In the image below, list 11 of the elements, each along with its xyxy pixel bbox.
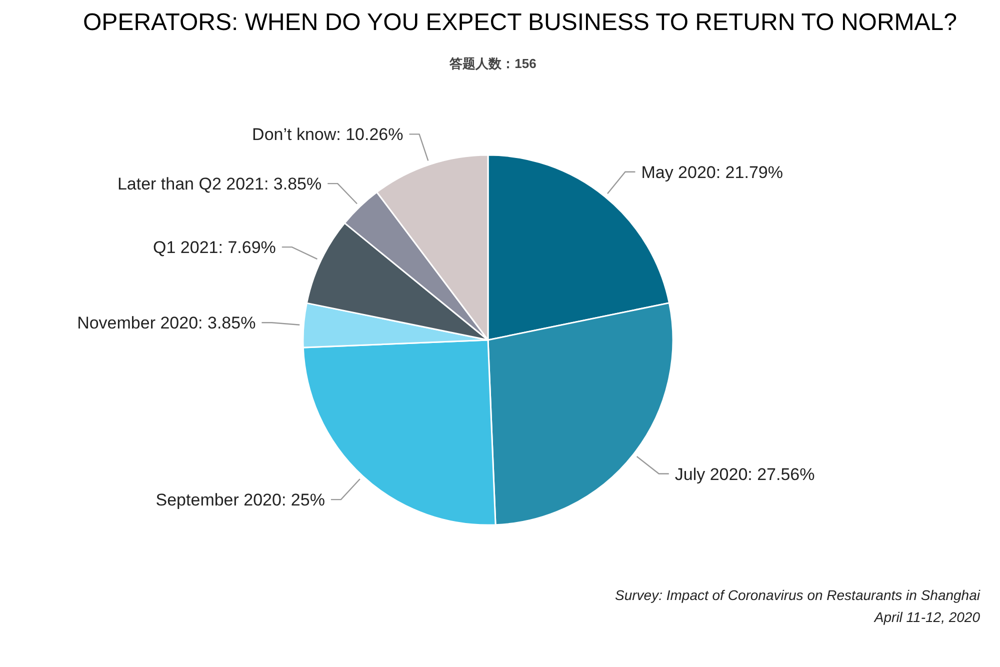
slice-label: November 2020: 3.85% [77, 314, 256, 333]
slice-label: Later than Q2 2021: 3.85% [117, 174, 322, 194]
slice-label: May 2020: 21.79% [641, 162, 783, 182]
text: April 11-12, 2020 [873, 609, 980, 625]
text: Survey: Impact of Coronavirus on Restaurants in Shanghai [615, 587, 981, 603]
slice-label: Don’t know: 10.26% [252, 125, 404, 144]
slice-label: Q1 2021: 7.69% [153, 238, 276, 258]
slice-label: September 2020: 25% [156, 490, 325, 510]
chart-title: OPERATORS: WHEN DO YOU EXPECT BUSINESS TO RETURN TO NORMAL? [83, 9, 957, 36]
chart-subtitle: 答题人数：156 [448, 56, 536, 71]
slice-label: July 2020: 27.56% [674, 464, 815, 484]
